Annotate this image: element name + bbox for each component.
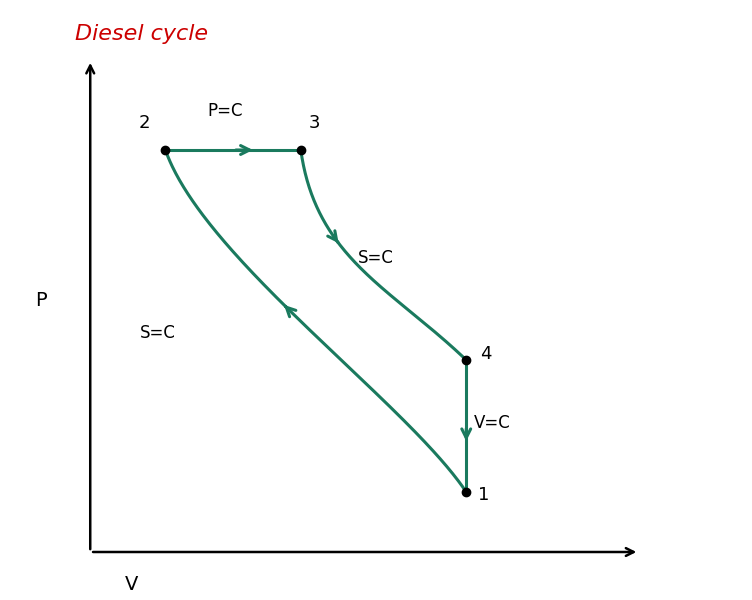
Text: 1: 1 xyxy=(478,486,489,504)
Text: V: V xyxy=(125,575,138,595)
Text: 4: 4 xyxy=(480,345,491,363)
Text: P=C: P=C xyxy=(208,102,244,120)
Text: 3: 3 xyxy=(308,114,320,132)
Text: 2: 2 xyxy=(139,114,150,132)
Text: P: P xyxy=(35,290,47,310)
Text: S=C: S=C xyxy=(358,249,394,267)
Text: V=C: V=C xyxy=(475,414,511,432)
Text: S=C: S=C xyxy=(140,324,176,342)
Text: Diesel cycle: Diesel cycle xyxy=(75,24,208,44)
